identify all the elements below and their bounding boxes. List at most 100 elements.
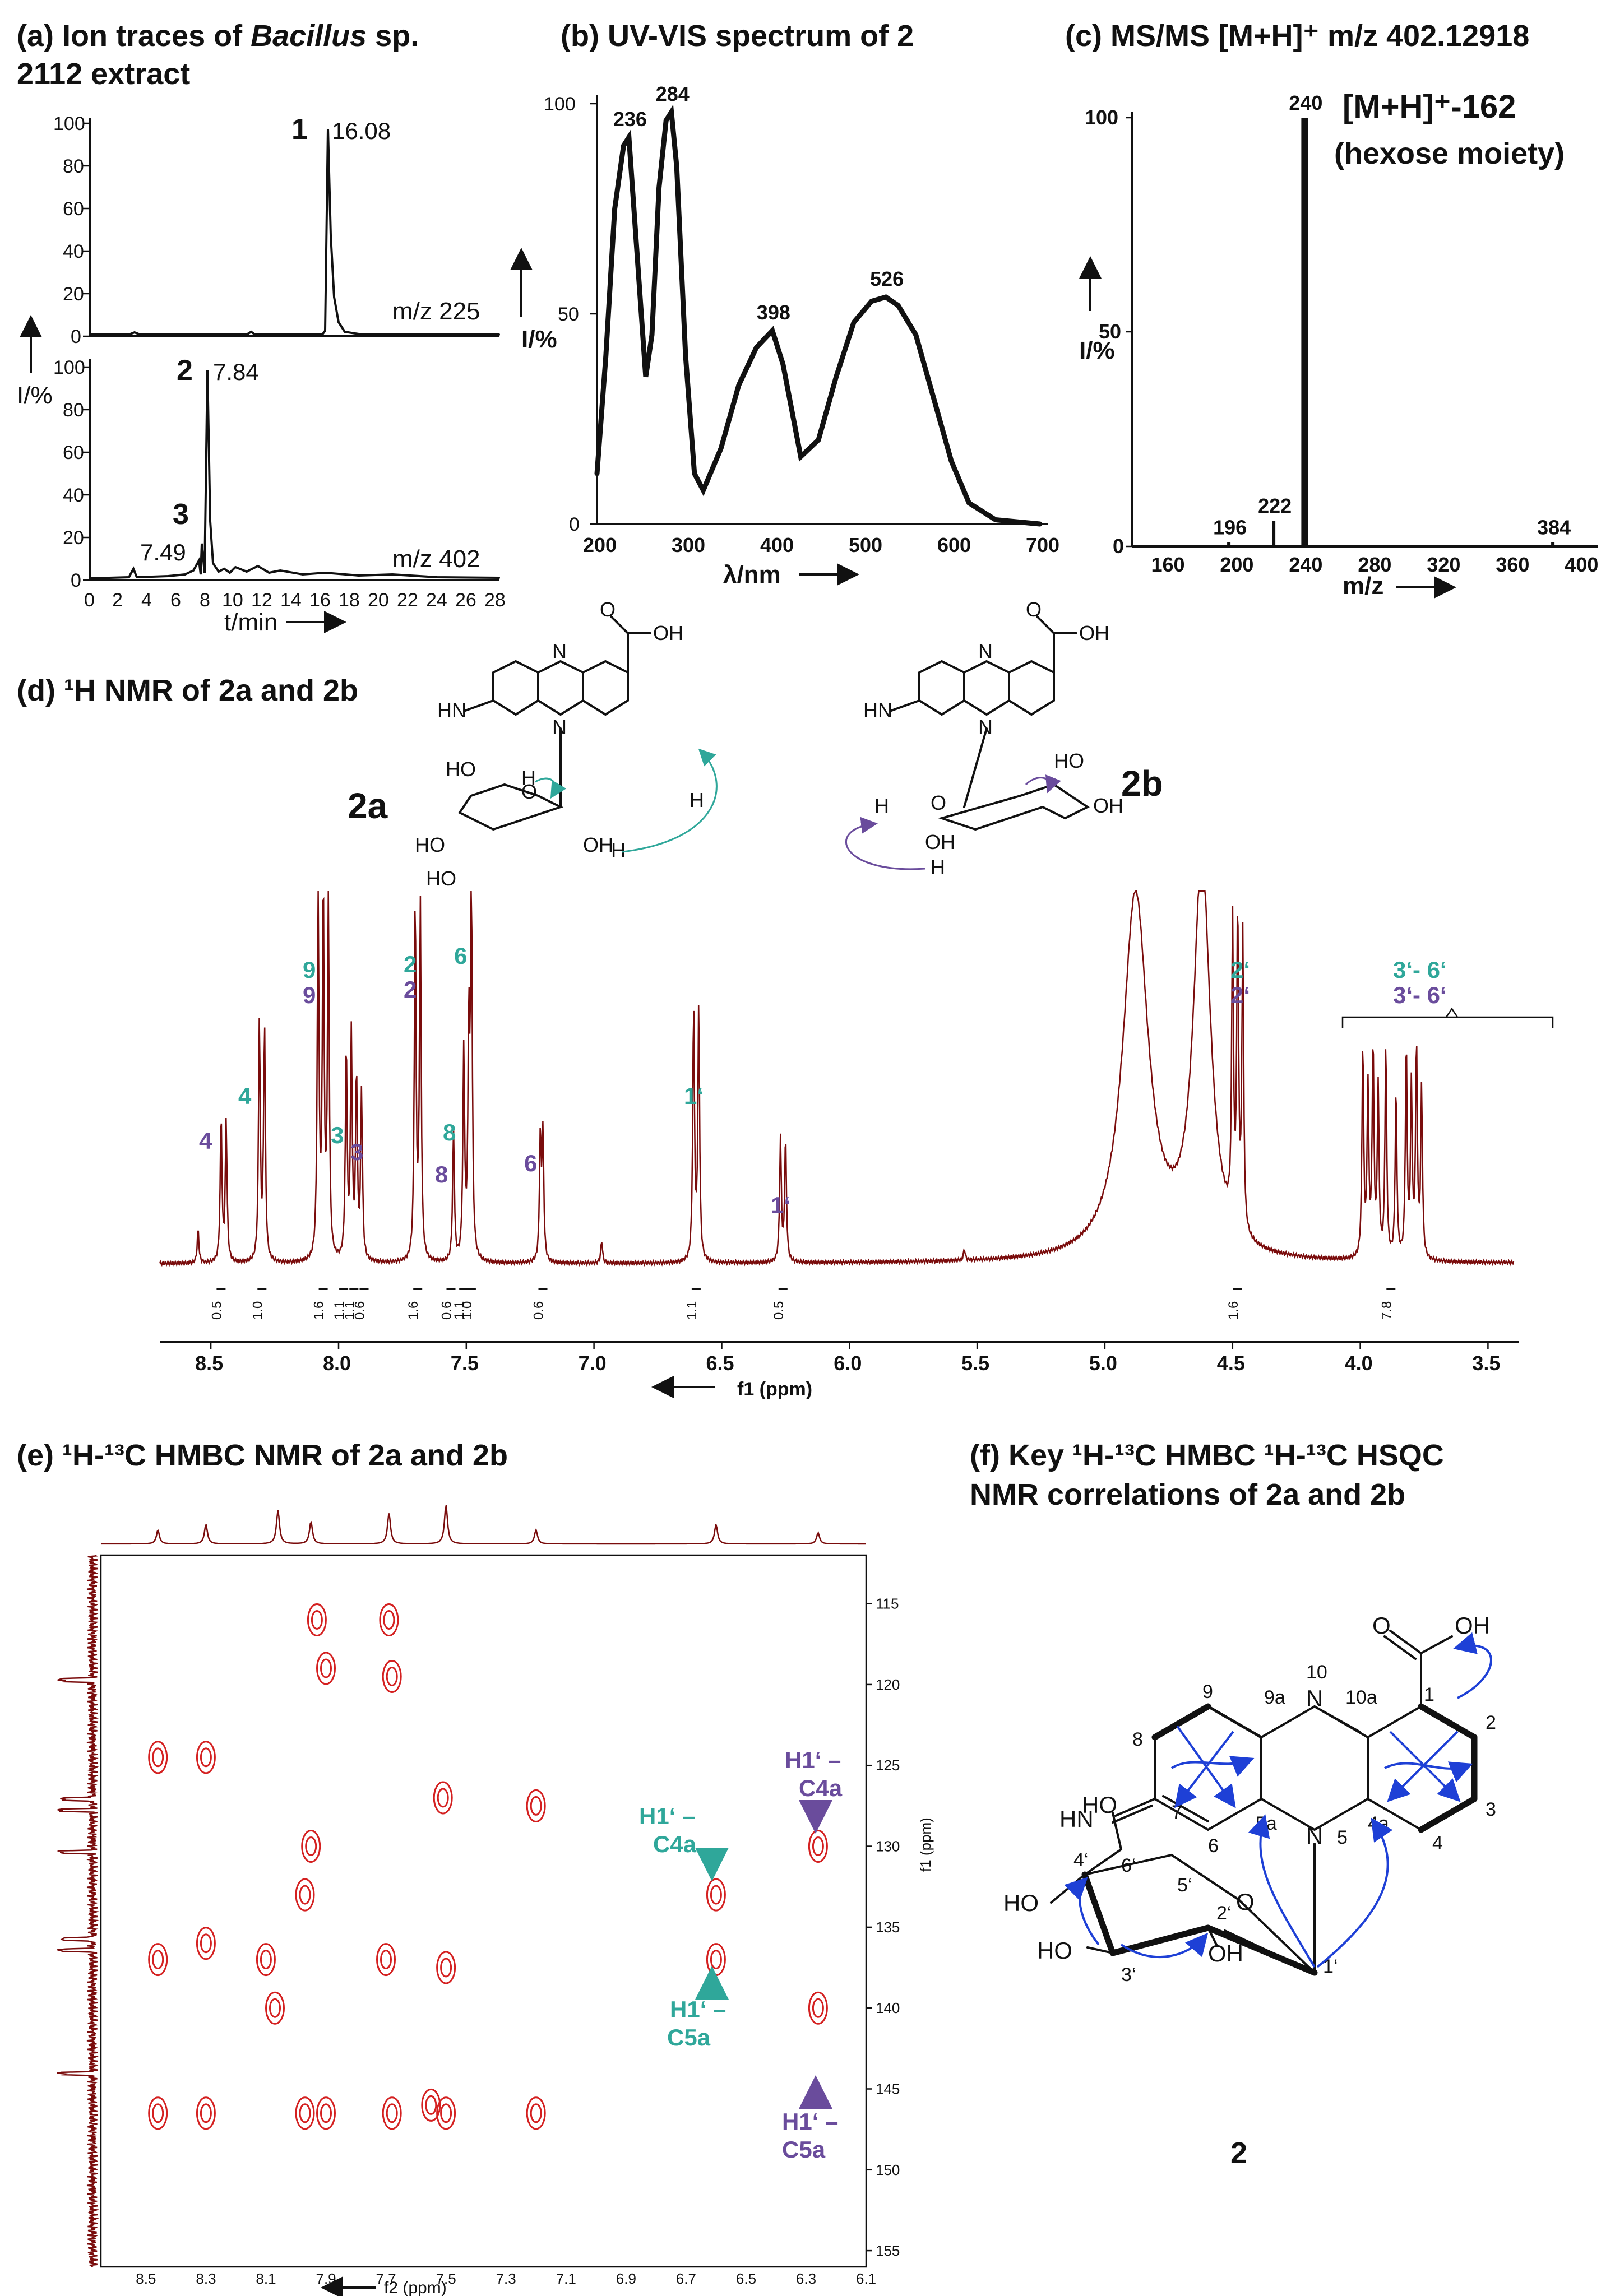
svg-text:HN: HN: [437, 699, 466, 722]
panel-c-ylabel: I/%: [1079, 337, 1115, 364]
ms-annotation-line2: (hexose moiety): [1334, 137, 1565, 170]
svg-text:HO: HO: [1003, 1890, 1039, 1916]
panel-e: (e) ¹H-¹³C HMBC NMR of 2a and 2b 8.5 8.3 8…: [17, 1439, 934, 2296]
integral-9: 1.0: [460, 1301, 475, 1320]
hmbc-peak-24: [808, 1830, 828, 1863]
svg-text:700: 700: [1026, 534, 1059, 556]
svg-text:60: 60: [63, 442, 84, 463]
peak-label-1p-purple: 1‘: [771, 1192, 790, 1218]
panel-a-title: (a) Ion traces of Bacillus sp.: [17, 19, 419, 53]
svg-text:OH: OH: [1455, 1612, 1490, 1639]
svg-text:HN: HN: [863, 699, 892, 722]
svg-text:100: 100: [53, 357, 85, 378]
svg-text:O: O: [1372, 1612, 1391, 1639]
nmr-tick-9: 4.0: [1345, 1352, 1373, 1375]
ms-xtick-3: 280: [1358, 553, 1391, 576]
svg-text:2: 2: [112, 590, 123, 611]
hmbc-top-projection: [100, 1505, 866, 1545]
hmbc-peak-16: [433, 1781, 453, 1815]
svg-text:10a: 10a: [1345, 1687, 1377, 1708]
nmr-1h-spectrum: [159, 890, 1515, 1267]
hmbc-peak-1: [196, 1741, 216, 1774]
ms-x-ticks: 160 200 240 280 320 360 400: [1151, 553, 1599, 576]
svg-text:OH: OH: [653, 621, 683, 644]
uv-y-ticks: 100 50 0: [544, 94, 597, 535]
svg-text:0: 0: [71, 570, 81, 591]
integral-3: 1.1: [332, 1301, 347, 1320]
svg-text:6: 6: [1208, 1835, 1219, 1857]
peak-label-2-green: 2: [404, 951, 417, 977]
hmbc-xtick-11: 6.3: [796, 2270, 816, 2287]
hmbc-peak-8: [301, 1830, 321, 1863]
peak3-id: 3: [173, 498, 189, 531]
ms-bar-240: [1301, 118, 1308, 546]
svg-text:H: H: [690, 788, 704, 811]
integral-11: 1.1: [684, 1301, 700, 1320]
svg-text:28: 28: [484, 590, 506, 611]
svg-text:N: N: [978, 640, 993, 663]
uv-x-ticks: 200 300 400 500 600 700: [583, 534, 1059, 556]
hmbc-peak-25: [808, 1991, 828, 2025]
integral-14: 7.8: [1379, 1301, 1394, 1320]
svg-text:HO: HO: [446, 758, 476, 781]
hmbc-annot-green-1b: C4a: [653, 1831, 697, 1857]
svg-text:60: 60: [63, 198, 84, 220]
hmbc-ytick-4: 135: [876, 1919, 900, 1936]
uv-max-0: 236: [613, 108, 647, 131]
ms-xtick-4: 320: [1427, 553, 1460, 576]
hmbc-xtick-9: 6.7: [676, 2270, 696, 2287]
hmbc-xtick-4: 7.7: [376, 2270, 396, 2287]
svg-text:7: 7: [1172, 1802, 1182, 1823]
svg-text:200: 200: [583, 534, 617, 556]
ms-bar-384: [1551, 542, 1555, 546]
hmbc-xtick-6: 7.3: [496, 2270, 516, 2287]
svg-text:40: 40: [63, 485, 84, 506]
panel-c-xlabel: m/z: [1343, 572, 1383, 600]
svg-text:100: 100: [1085, 106, 1118, 129]
svg-text:10: 10: [222, 590, 243, 611]
svg-text:12: 12: [251, 590, 272, 611]
svg-text:20: 20: [63, 284, 84, 305]
svg-text:0: 0: [1113, 535, 1124, 558]
svg-text:50: 50: [558, 304, 579, 325]
trace2-y-ticks: 100 80 60 40 20 0: [53, 357, 90, 591]
hmbc-xtick-7: 7.1: [556, 2270, 576, 2287]
ms-y-ticks: 100 50 0: [1085, 106, 1132, 558]
hmbc-peak-4: [196, 2096, 216, 2130]
svg-text:O: O: [521, 780, 537, 803]
ms-xtick-1: 200: [1220, 553, 1253, 576]
svg-text:600: 600: [937, 534, 971, 556]
panel-f-title-line1: (f) Key ¹H-¹³C HMBC ¹H-¹³C HSQC: [970, 1439, 1444, 1472]
structure-2: O OH N N 10 9a 10a 1 2 3 4 4a 5a 5 9 8 7…: [1003, 1612, 1496, 1986]
ms-bars: 196 222 240 384: [1213, 91, 1571, 546]
peak-label-3-green: 3: [331, 1122, 344, 1148]
peak-label-3p6p-green: 3‘- 6‘: [1393, 957, 1447, 983]
svg-text:OH: OH: [925, 831, 955, 854]
nmr-tick-4: 6.5: [706, 1352, 734, 1375]
panel-b: (b) UV-VIS spectrum of 2 100 50 0 200 30…: [510, 19, 1059, 588]
svg-text:40: 40: [63, 241, 84, 262]
structure-2b: OH O N N HN O OH OH HO H H: [845, 598, 1123, 879]
hmbc-xtick-5: 7.5: [436, 2270, 456, 2287]
svg-text:6: 6: [170, 590, 181, 611]
peak-label-3-purple: 3: [350, 1139, 363, 1165]
peak1-id: 1: [291, 113, 308, 146]
nmr-tick-0: 8.5: [195, 1352, 223, 1375]
integral-5: 0.6: [353, 1301, 368, 1320]
svg-text:H: H: [521, 766, 536, 789]
hmbc-peak-27: [316, 1652, 336, 1685]
panel-d-title: (d) ¹H NMR of 2a and 2b: [17, 674, 358, 707]
ms-xtick-2: 240: [1289, 553, 1322, 576]
hmbc-ytick-2: 125: [876, 1757, 900, 1774]
uv-max-1: 284: [656, 82, 690, 105]
uv-max-2: 398: [757, 301, 790, 324]
svg-text:50: 50: [1099, 320, 1121, 343]
hmbc-contours: [148, 1603, 828, 2130]
hmbc-xtick-1: 8.3: [196, 2270, 216, 2287]
hmbc-annot-purple-2b: C5a: [782, 2136, 826, 2163]
ms-bar-label-222: 222: [1258, 494, 1292, 517]
peak-label-9-purple: 9: [303, 982, 316, 1008]
svg-text:9a: 9a: [1264, 1687, 1285, 1708]
ms-bar-label-196: 196: [1213, 516, 1247, 539]
svg-text:80: 80: [63, 400, 84, 421]
